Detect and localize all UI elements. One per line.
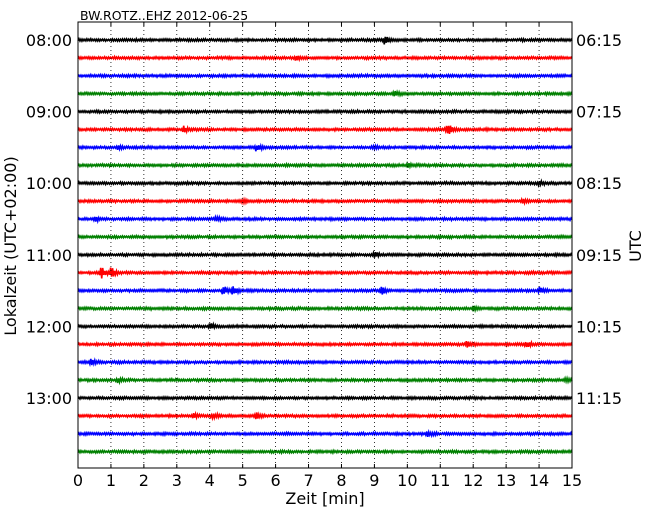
y-tick-label-left-2: 10:00 <box>26 174 72 193</box>
trace-21 <box>77 410 573 422</box>
y-tick-label-left-0: 08:00 <box>26 31 72 50</box>
x-tick-label-12: 12 <box>463 471 483 490</box>
trace-4 <box>77 108 573 115</box>
y-tick-label-right-3: 09:15 <box>576 246 622 265</box>
trace-20 <box>77 394 573 402</box>
x-axis-label: Zeit [min] <box>285 489 364 508</box>
x-tick-label-9: 9 <box>369 471 379 490</box>
x-tick-label-10: 10 <box>397 471 417 490</box>
x-tick-label-2: 2 <box>139 471 149 490</box>
y-tick-label-right-2: 08:15 <box>576 174 622 193</box>
x-tick-label-8: 8 <box>336 471 346 490</box>
trace-12 <box>77 249 573 260</box>
trace-16 <box>77 321 573 331</box>
ticks-layer <box>77 22 573 468</box>
x-tick-label-3: 3 <box>172 471 182 490</box>
x-tick-label-15: 15 <box>562 471 582 490</box>
trace-18 <box>77 357 573 368</box>
y-tick-label-right-1: 07:15 <box>576 103 622 122</box>
trace-0 <box>77 36 573 45</box>
x-tick-label-6: 6 <box>271 471 281 490</box>
plot-frame <box>77 21 573 469</box>
y-tick-label-left-5: 13:00 <box>26 389 72 408</box>
y-axis-label-left: Lokalzeit (UTC+02:00) <box>1 156 20 335</box>
y-tick-label-right-0: 06:15 <box>576 31 622 50</box>
grid-layer <box>110 22 540 468</box>
y-tick-label-left-3: 11:00 <box>26 246 72 265</box>
x-tick-label-5: 5 <box>238 471 248 490</box>
trace-11 <box>77 233 573 241</box>
y-axis-label-right: UTC <box>626 230 645 262</box>
trace-17 <box>77 339 573 349</box>
y-tick-label-right-5: 11:15 <box>576 389 622 408</box>
x-tick-label-14: 14 <box>529 471 549 490</box>
trace-7 <box>77 160 573 170</box>
trace-10 <box>77 213 573 225</box>
trace-5 <box>77 124 573 135</box>
trace-19 <box>77 375 573 386</box>
trace-6 <box>77 142 573 153</box>
trace-2 <box>77 72 573 80</box>
x-tick-label-4: 4 <box>205 471 215 490</box>
traces-layer <box>77 36 573 456</box>
x-tick-label-7: 7 <box>303 471 313 490</box>
x-tick-label-0: 0 <box>73 471 83 490</box>
trace-15 <box>77 304 573 314</box>
trace-22 <box>77 428 573 439</box>
x-tick-label-13: 13 <box>496 471 516 490</box>
trace-14 <box>77 285 573 296</box>
y-tick-label-left-1: 09:00 <box>26 103 72 122</box>
trace-9 <box>77 196 573 207</box>
y-tick-label-right-4: 10:15 <box>576 317 622 336</box>
trace-23 <box>77 448 573 456</box>
chart-title: BW.ROTZ..EHZ 2012-06-25 <box>80 8 248 23</box>
trace-1 <box>77 54 573 63</box>
y-tick-label-left-4: 12:00 <box>26 317 72 336</box>
trace-13 <box>77 267 573 279</box>
trace-8 <box>77 178 573 189</box>
x-tick-label-11: 11 <box>430 471 450 490</box>
labels-layer: 0 1 2 3 4 5 6 7 8 9 10 11 12 13 14 1508:0009:0010:0011:… <box>26 31 622 490</box>
x-tick-label-1: 1 <box>106 471 116 490</box>
trace-3 <box>77 89 573 98</box>
